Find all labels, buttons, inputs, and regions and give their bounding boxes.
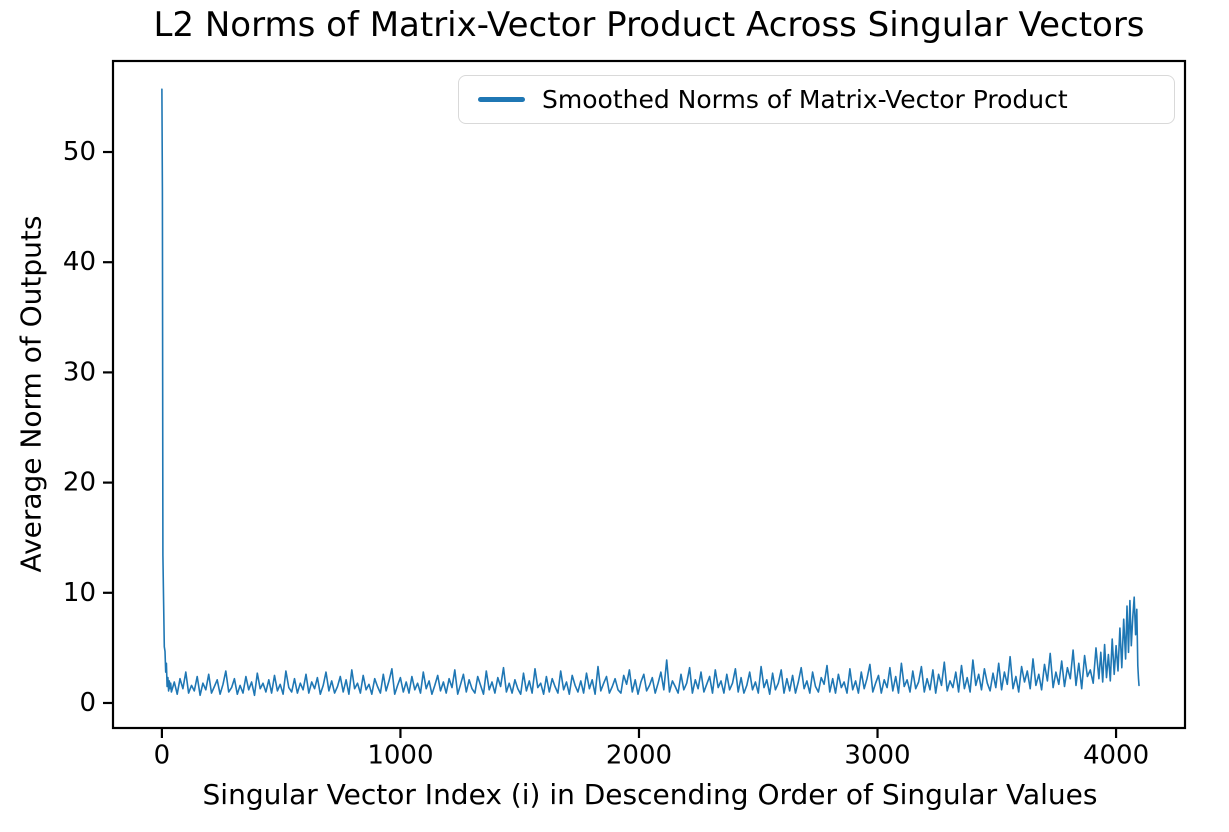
- y-tick-label: 10: [63, 578, 96, 608]
- x-tick-label: 0: [154, 740, 171, 770]
- y-tick-label: 0: [79, 688, 96, 718]
- x-tick-label: 2000: [606, 740, 672, 770]
- y-tick-label: 50: [63, 137, 96, 167]
- legend-label: Smoothed Norms of Matrix-Vector Product: [542, 85, 1068, 114]
- y-axis-label: Average Norm of Outputs: [14, 215, 48, 573]
- y-tick-label: 20: [63, 468, 96, 498]
- x-tick-label: 3000: [844, 740, 910, 770]
- y-tick-label: 30: [63, 357, 96, 387]
- x-tick-label: 1000: [367, 740, 433, 770]
- chart-title: L2 Norms of Matrix-Vector Product Across…: [153, 5, 1145, 45]
- x-tick-label: 4000: [1083, 740, 1149, 770]
- series-line: [161, 88, 1140, 697]
- plot-spines: [111, 59, 1187, 730]
- legend: Smoothed Norms of Matrix-Vector Product: [458, 75, 1175, 124]
- y-tick-label: 40: [63, 247, 96, 277]
- legend-line-swatch: [478, 96, 525, 103]
- x-axis-label: Singular Vector Index (i) in Descending …: [202, 778, 1098, 811]
